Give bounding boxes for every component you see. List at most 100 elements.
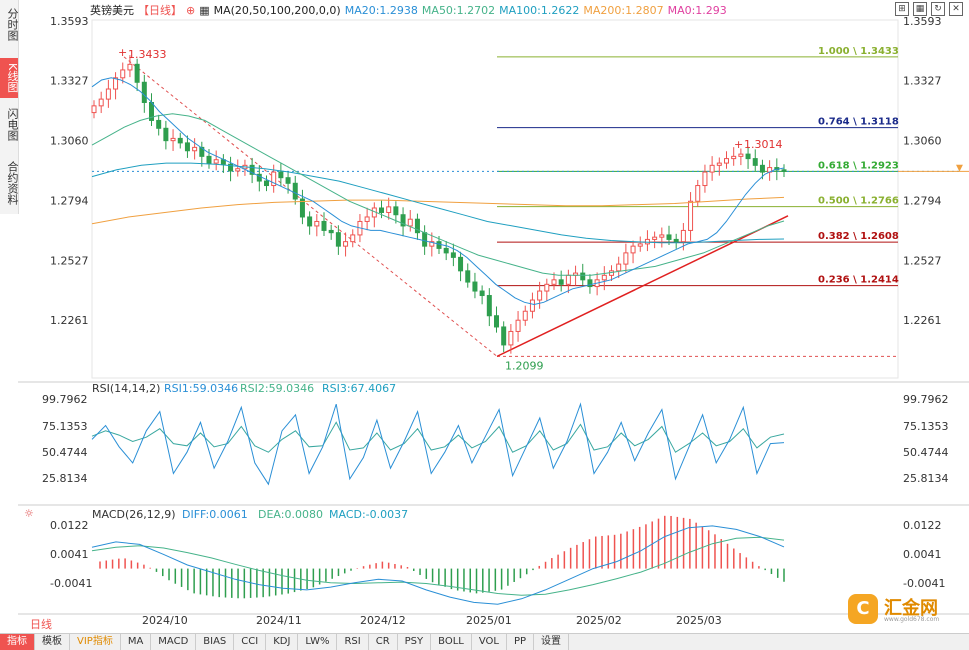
candle-body [192,146,198,152]
candle-body [623,252,629,265]
settings-icon[interactable]: ⊕ [186,4,196,17]
y-tick-label-right: 1.2527 [903,254,942,267]
candle-body [716,162,722,166]
candle-body [443,247,449,254]
rsi-y-tick-right: 75.1353 [903,420,949,433]
candle-body [695,185,701,202]
tab-kline[interactable]: K线图 [0,58,19,98]
macd-title: MACD(26,12,9) [92,508,176,521]
boll-button[interactable]: BOLL [431,634,472,650]
macd-legend: MACD:-0.0037 [329,508,408,521]
tab-timeshare[interactable]: 分时图 [6,7,19,41]
settings-button[interactable]: 设置 [534,634,570,650]
ma-button[interactable]: MA [121,634,152,650]
rsi-y-tick: 75.1353 [42,420,88,433]
expand-icon[interactable]: ⊞ [895,2,909,16]
macd-y-tick: 0.0122 [50,519,89,532]
tab-flash[interactable]: 闪电图 [6,107,19,141]
period-selector[interactable]: 日线 [30,618,52,631]
rsi-y-tick: 99.7962 [42,393,88,406]
lw-button[interactable]: LW% [298,634,338,650]
tab-contract-info[interactable]: 合约资料 [6,161,19,205]
candle-body [314,220,320,227]
refresh-icon[interactable]: ↻ [931,2,945,16]
candle-body [673,238,679,243]
candle-body [134,63,140,83]
rsi-y-tick-right: 99.7962 [903,393,949,406]
candle-body [429,241,435,247]
x-tick-label: 2025/02 [576,614,622,627]
high-label: 1.3433 [128,48,167,61]
candle-body [292,182,298,200]
candle-body [644,238,650,245]
kdj-button[interactable]: KDJ [266,634,299,650]
candle-body [105,88,111,100]
vip-indicator-tab[interactable]: VIP指标 [70,634,121,650]
vol-button[interactable]: VOL [472,634,507,650]
candle-body [494,315,499,328]
candle-body [113,77,119,90]
candle-body [156,119,162,129]
candle-body [537,290,543,301]
candle-body [184,142,190,152]
candle-body [170,137,176,142]
bias-button[interactable]: BIAS [196,634,235,650]
fib-label: 0.236 \ 1.2414 [818,275,899,286]
macd-button[interactable]: MACD [151,634,197,650]
y-tick-label: 1.2261 [50,314,89,327]
candle-body [213,159,219,164]
ma20-value: MA20:1.2938 [344,4,418,17]
candle-body [235,168,241,172]
candle-body [630,245,636,254]
psy-button[interactable]: PSY [398,634,432,650]
candle-body [264,180,269,187]
cr-button[interactable]: CR [369,634,398,650]
pp-button[interactable]: PP [507,634,535,650]
candle-body [601,274,607,281]
candle-body [659,234,665,238]
candle-body [98,98,104,107]
symbol-label: 英镑美元 [90,4,134,17]
y-tick-label: 1.2527 [50,254,89,267]
candle-body [680,229,686,243]
fib-label: 0.764 \ 1.3118 [818,117,899,128]
candle-body [472,281,478,292]
indicator-tab[interactable]: 指标 [0,634,35,650]
rsi-y-tick-right: 25.8134 [903,472,949,485]
candle-body [724,158,729,164]
y-tick-label-right: 1.3327 [903,75,942,88]
diff-legend: DIFF:0.0061 [182,508,248,521]
rsi-button[interactable]: RSI [337,634,369,650]
candle-body [759,164,765,173]
fib-label: 0.500 \ 1.2766 [818,196,899,207]
candle-body [544,283,550,292]
y-tick-label-right: 1.3060 [903,135,942,148]
candle-body [386,206,392,213]
candle-body [436,241,442,249]
candle-body [285,177,291,184]
window-controls: ⊞ ▦ ↻ ✕ [895,2,963,16]
grid-icon[interactable]: ▦ [913,2,927,16]
candle-body [328,229,334,234]
template-tab[interactable]: 模板 [35,634,70,650]
period-label[interactable]: 【日线】 [138,4,182,17]
candle-body [407,218,413,227]
candle-body [271,171,277,187]
candle-body [177,137,183,144]
diff-line [91,525,785,605]
candle-body [781,169,787,172]
candle-body [458,256,464,272]
candle-body [587,279,593,288]
current-price-marker: ▼ [956,163,963,173]
candle-body [199,146,205,157]
candle-body [400,214,406,227]
candle-body [91,105,97,114]
x-tick-label: 2024/10 [142,614,188,627]
candle-body [738,153,744,157]
downtrend-line [123,56,498,357]
close-icon[interactable]: ✕ [949,2,963,16]
cci-button[interactable]: CCI [234,634,267,650]
rsi-y-tick-right: 50.4744 [903,446,949,459]
candle-body [529,299,535,312]
chart-canvas[interactable]: 1.3593 1.3593 1.3327 1.3327 1.3060 1.3060 1.27… [0,0,969,633]
